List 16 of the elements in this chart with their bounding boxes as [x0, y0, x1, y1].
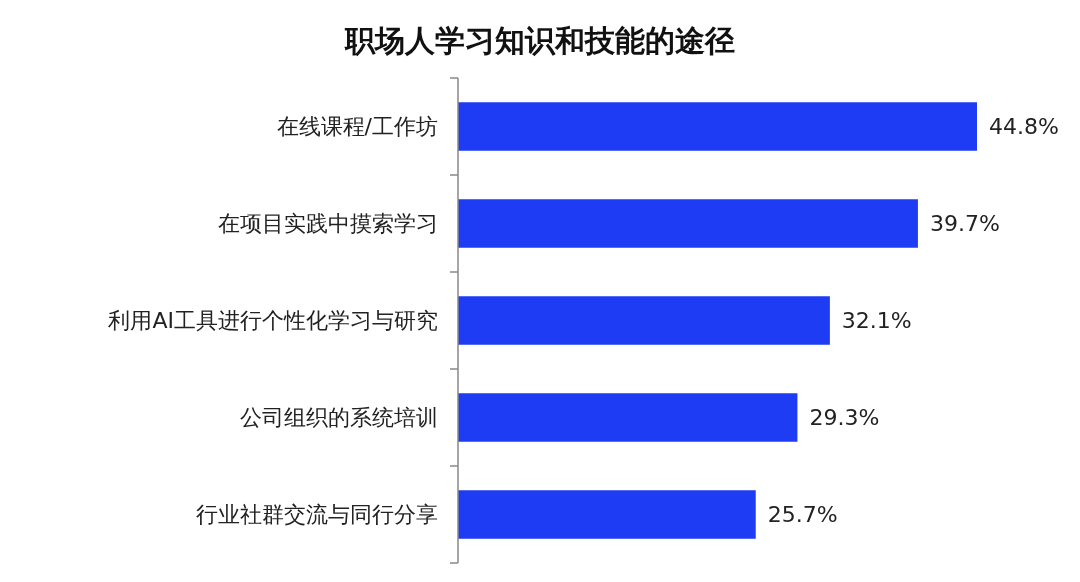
y-tick-label: 在项目实践中摸索学习 [218, 211, 438, 236]
data-label: 44.8% [989, 114, 1059, 139]
chart-title: 职场人学习知识和技能的途径 [344, 22, 735, 58]
bar [458, 296, 830, 345]
data-label: 29.3% [809, 405, 880, 430]
data-label: 25.7% [767, 502, 838, 527]
y-tick-label: 在线课程/工作坊 [276, 114, 438, 139]
bar [458, 199, 918, 248]
data-label: 32.1% [841, 308, 912, 333]
bar [458, 393, 798, 442]
y-tick-label: 行业社群交流与同行分享 [196, 502, 438, 527]
bar [458, 102, 977, 151]
bar [458, 490, 756, 539]
y-tick-label: 利用AI工具进行个性化学习与研究 [108, 308, 438, 333]
y-tick-label: 公司组织的系统培训 [240, 405, 438, 430]
data-label: 39.7% [929, 211, 1000, 236]
